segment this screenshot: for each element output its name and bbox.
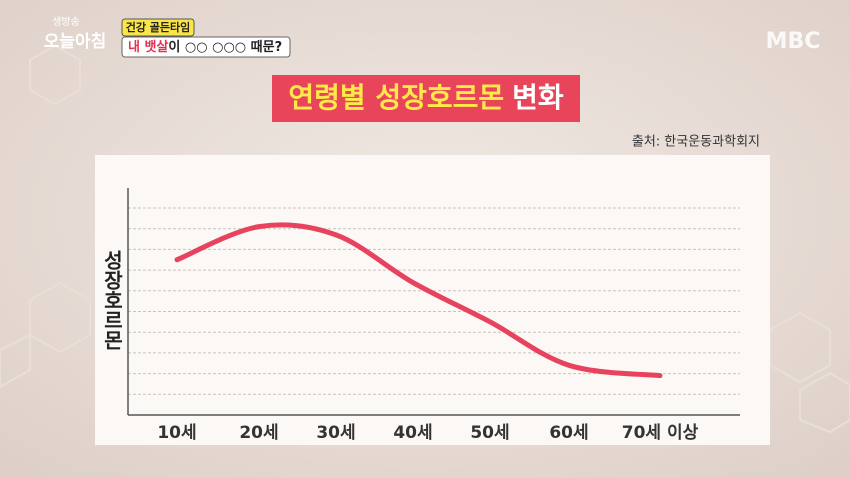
segment-label: 건강 골든타임 [126, 20, 191, 34]
x-tick-label: 50세 [470, 423, 509, 443]
source: 출처: 한국운동과학회지 [632, 135, 760, 150]
channel-logo: MBC [766, 29, 821, 54]
y-axis-label: 성장호르몬 [100, 250, 124, 350]
caption-highlight: 내 뱃살 [128, 39, 168, 55]
chart-title: 연령별 성장호르몬 변화 [288, 81, 564, 114]
x-tick-label: 30세 [316, 423, 355, 443]
title-main: 연령별 성장호르몬 [288, 81, 504, 114]
title-box [272, 75, 580, 122]
title-highlight: 변화 [512, 81, 564, 114]
data-line [174, 222, 663, 379]
plot-panel [95, 155, 770, 445]
show-name: 오늘아침 [44, 31, 107, 52]
caption: 내 뱃살이 ○○ ○○○ 때문? [128, 39, 282, 55]
x-tick-label: 10세 [157, 423, 196, 443]
x-tick-label: 20세 [239, 423, 278, 443]
x-tick-label: 40세 [393, 423, 432, 443]
plot: 10세 20세 30세 40세 50세 60세 70세 이상 [127, 188, 740, 443]
show-name-top: 생방송 [52, 16, 80, 28]
x-tick-label: 70세 이상 [622, 423, 699, 443]
caption-box [121, 36, 291, 58]
caption-text: 이 ○○ ○○○ 때문? [168, 39, 282, 55]
segment-box [121, 18, 195, 37]
x-tick-label: 60세 [549, 423, 588, 443]
